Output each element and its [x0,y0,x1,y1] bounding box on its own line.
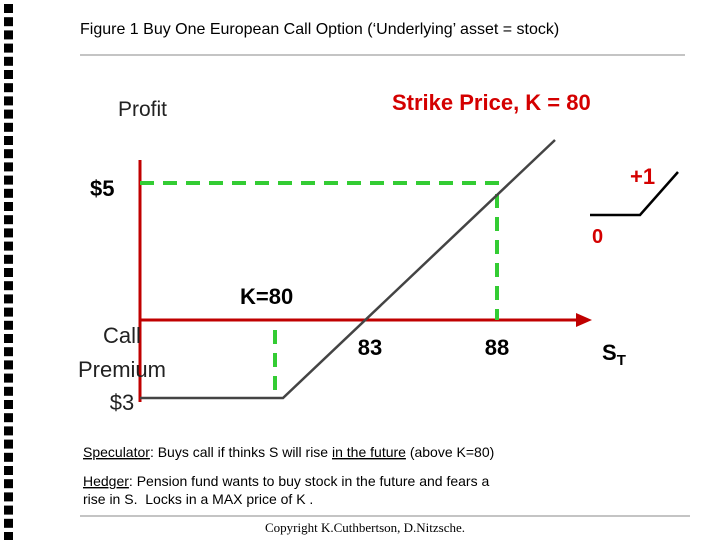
border-square [4,83,13,93]
border-square [4,413,13,423]
border-square [4,400,13,409]
border-square [4,307,13,317]
border-square [4,56,13,66]
border-square [4,162,13,172]
strike-label: K=80 [240,284,293,309]
border-square [4,268,13,277]
inset-payoff [590,171,679,217]
border-square [4,136,13,145]
border-square [4,373,13,383]
border-square [4,43,13,53]
border-squares [4,4,13,540]
border-square [4,215,13,225]
border-square [4,30,13,40]
border-square [4,466,13,475]
border-square [4,149,13,159]
border-square [4,175,13,185]
inset-slope: +1 [630,164,655,189]
x-axis-label: ST [602,340,626,369]
hedger-note: rise in S. Locks in a MAX price of K . [83,491,313,507]
border-square [4,360,13,370]
border-square [4,439,13,449]
premium-label: Premium [78,357,166,382]
border-square [4,347,13,357]
border-square [4,452,13,462]
border-square [4,426,13,436]
y-axis-label: Profit [118,98,167,121]
title: Figure 1 Buy One European Call Option (‘… [80,21,559,38]
border-square [4,17,13,27]
inset-zero: 0 [592,226,603,248]
border-square [4,4,13,13]
hedger-note: Hedger: Pension fund wants to buy stock … [83,473,489,489]
speculator-note: Speculator: Buys call if thinks S will r… [83,444,494,460]
border-square [4,532,13,540]
copyright: Copyright K.Cuthbertson, D.Nitzsche. [265,520,465,535]
border-square [4,202,13,211]
border-square [4,492,13,502]
border-square [4,70,13,79]
premium-label: Call [103,323,141,348]
border-square [4,109,13,119]
border-square [4,505,13,515]
x-label: 83 [358,335,382,360]
border-square [4,334,13,343]
border-square [4,479,13,489]
border-square [4,241,13,251]
border-square [4,228,13,238]
border-square [4,320,13,330]
border-square [4,294,13,304]
heading: Strike Price, K = 80 [392,90,591,115]
border-square [4,518,13,528]
border-square [4,281,13,291]
border-square [4,188,13,198]
border-square [4,254,13,264]
border-square [4,386,13,396]
payoff-line [140,139,556,400]
border-square [4,122,13,132]
x-label: 88 [485,335,509,360]
profit-level: $5 [90,176,114,201]
guide-dashed [140,181,499,320]
premium-label: $3 [110,390,134,415]
border-square [4,96,13,106]
x-axis-arrow [576,313,592,327]
